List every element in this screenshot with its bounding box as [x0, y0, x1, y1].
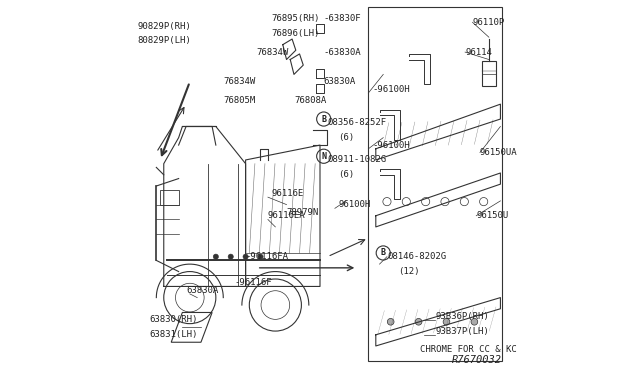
Circle shape: [228, 254, 234, 259]
Text: B: B: [321, 115, 326, 124]
Text: 08911-1082G: 08911-1082G: [328, 155, 387, 164]
Text: 08146-8202G: 08146-8202G: [387, 252, 446, 261]
Circle shape: [415, 318, 422, 325]
Text: N: N: [321, 152, 326, 161]
Circle shape: [443, 318, 450, 325]
Text: 63830(RH): 63830(RH): [149, 315, 197, 324]
Text: (6): (6): [339, 170, 355, 179]
Text: -96116FA: -96116FA: [246, 252, 289, 261]
Text: 96116E: 96116E: [271, 189, 304, 198]
Text: 63830A: 63830A: [186, 286, 218, 295]
Text: 96116EA: 96116EA: [268, 211, 305, 220]
Circle shape: [471, 318, 477, 325]
Circle shape: [243, 254, 248, 259]
Text: 76805M: 76805M: [223, 96, 255, 105]
Text: -63830A: -63830A: [324, 48, 362, 57]
Text: 80829P(LH): 80829P(LH): [138, 36, 191, 45]
Text: 63831(LH): 63831(LH): [149, 330, 197, 339]
Text: -63830F: -63830F: [324, 14, 362, 23]
Text: 08356-8252F: 08356-8252F: [328, 118, 387, 127]
Text: 76808A: 76808A: [294, 96, 326, 105]
Text: (6): (6): [339, 133, 355, 142]
Text: 76834W: 76834W: [257, 48, 289, 57]
Text: 76896(LH): 76896(LH): [271, 29, 320, 38]
Text: CHROME FOR CC & KC: CHROME FOR CC & KC: [420, 345, 517, 354]
Circle shape: [213, 254, 218, 259]
Text: 76834W: 76834W: [223, 77, 255, 86]
Bar: [482, 61, 496, 86]
Text: -96100H: -96100H: [372, 141, 410, 150]
Circle shape: [258, 254, 263, 259]
Text: 78979N: 78979N: [287, 208, 319, 217]
Bar: [369, 7, 502, 361]
Text: 90829P(RH): 90829P(RH): [138, 22, 191, 31]
Text: 96150U: 96150U: [476, 211, 509, 220]
Text: R7670032: R7670032: [452, 355, 502, 365]
Text: (12): (12): [398, 267, 420, 276]
Text: 63830A: 63830A: [324, 77, 356, 86]
Bar: [160, 190, 179, 205]
Text: 93B37P(LH): 93B37P(LH): [435, 327, 489, 336]
Text: 96150UA: 96150UA: [480, 148, 518, 157]
Text: 96100H: 96100H: [339, 200, 371, 209]
Text: 93B36P(RH): 93B36P(RH): [435, 312, 489, 321]
Text: 96110P: 96110P: [472, 18, 505, 27]
Text: B: B: [381, 248, 386, 257]
Circle shape: [387, 318, 394, 325]
Text: -96116F: -96116F: [234, 278, 272, 287]
Text: -96100H: -96100H: [372, 85, 410, 94]
Text: 96114: 96114: [465, 48, 492, 57]
Text: 76895(RH): 76895(RH): [271, 14, 320, 23]
